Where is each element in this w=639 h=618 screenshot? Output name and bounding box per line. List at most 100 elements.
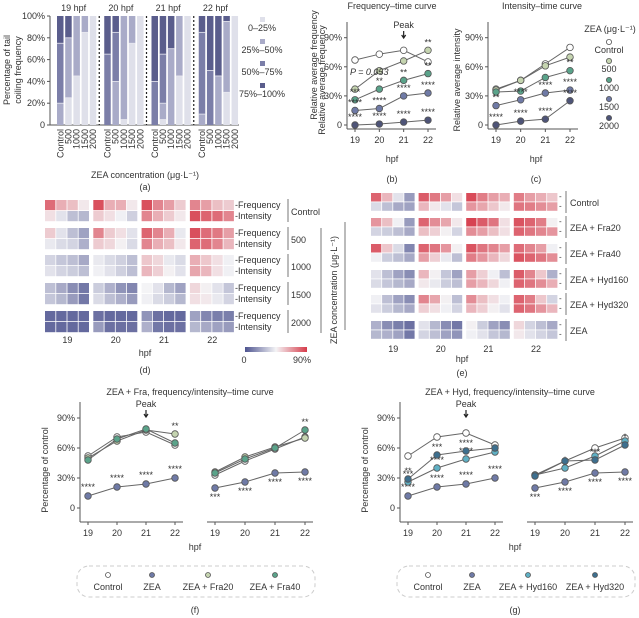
heatmap-cell [115, 311, 127, 322]
data-point [561, 457, 569, 465]
significance-stars: **** [110, 473, 125, 483]
heatmap-cell [547, 330, 558, 339]
heatmap-cell [488, 295, 499, 304]
heatmap-cell [141, 228, 152, 239]
heatmap-cell [499, 227, 510, 236]
heatmap-cell [223, 283, 234, 294]
heatmap-cell [175, 266, 186, 277]
bar-segment [73, 75, 80, 125]
bar-segment [65, 97, 72, 125]
data-point [516, 76, 525, 85]
heatmap-cell [141, 311, 152, 322]
row-tick: - [559, 217, 562, 226]
row-tick: - [559, 294, 562, 303]
x-tick-label: 1000 [72, 129, 82, 149]
heatmap-cell [56, 283, 67, 294]
data-point [541, 62, 550, 70]
group-label: ZEA [570, 326, 588, 336]
heatmap-cell [451, 330, 463, 339]
heatmap-cell [477, 202, 488, 211]
heatmap-cell [499, 295, 510, 304]
heatmap-cell [189, 266, 201, 277]
row-label: -Frequency [235, 228, 281, 238]
heatmap-cell [78, 311, 89, 322]
heatmap-cell [93, 255, 104, 266]
heatmap-cell [393, 304, 404, 313]
legend-label: ZEA + Fra20 [183, 582, 234, 592]
heatmap-cell [488, 253, 499, 262]
data-point [351, 96, 359, 104]
heatmap-cell [429, 304, 440, 313]
group-label: 19 hpf [61, 3, 87, 13]
significance-stars: **** [421, 107, 436, 117]
data-point [142, 480, 150, 488]
peak-annotation: Peak [136, 399, 157, 409]
heatmap-cell [513, 253, 525, 262]
significance-stars: **** [430, 473, 445, 483]
heatmap-cell [115, 294, 127, 305]
significance-stars: **** [168, 464, 183, 474]
heatmap-cell [547, 218, 558, 227]
data-point [404, 452, 412, 460]
heatmap-cell [488, 227, 499, 236]
heatmap-cell [45, 283, 56, 294]
group-label: ZEA + Hyd160 [570, 275, 628, 285]
heatmap-cell [223, 322, 234, 333]
data-point [399, 76, 408, 85]
x-tick-label: 21 [590, 528, 600, 538]
series-line [354, 73, 429, 101]
series-line [214, 437, 306, 473]
significance-stars: **** [372, 111, 387, 121]
heatmap-cell [164, 228, 175, 239]
data-point [591, 444, 599, 452]
heatmap-cell [429, 227, 440, 236]
heatmap-cell [115, 239, 127, 250]
data-point [566, 43, 574, 52]
row-tick: - [559, 329, 562, 338]
y-tick-label: 20% [27, 98, 45, 108]
heatmap-cell [440, 227, 452, 236]
legend-swatch [260, 83, 265, 88]
bar-segment [206, 70, 214, 125]
heatmap-cell [451, 321, 463, 330]
heatmap-cell [152, 228, 164, 239]
heatmap-cell [78, 255, 89, 266]
heatmap-cell [78, 294, 89, 305]
heatmap-cell [152, 255, 164, 266]
heatmap-cell [536, 244, 547, 253]
bar-segment [198, 32, 206, 115]
significance-stars: *** [210, 492, 221, 502]
legend-swatch [260, 39, 265, 44]
heatmap-cell [440, 304, 452, 313]
x-tick-label: Control [103, 129, 113, 158]
y-axis-label: Percentage of control [360, 427, 370, 513]
heatmap-cell [429, 202, 440, 211]
data-point [351, 121, 359, 129]
y-tick-label: 30% [57, 473, 75, 483]
row-label: -Intensity [235, 322, 272, 332]
significance-stars: **** [489, 112, 504, 122]
heatmap-cell [404, 227, 415, 236]
heatmap-cell [440, 330, 452, 339]
group-label: Control [291, 207, 320, 217]
heatmap-cell [513, 244, 525, 253]
bar-segment [176, 16, 183, 76]
series-line [495, 46, 571, 90]
significance-stars: **** [459, 470, 474, 480]
heatmap-cell [223, 266, 234, 277]
x-tick-label: 21 [270, 528, 280, 538]
data-point [492, 121, 500, 129]
heatmap-cell [488, 218, 499, 227]
heatmap-cell [45, 311, 56, 322]
heatmap-cell [175, 211, 186, 222]
heatmap-cell [451, 227, 463, 236]
heatmap-cell [466, 253, 477, 262]
heatmap-cell [382, 330, 393, 339]
side-axis-label: ZEA concentration (μg·L⁻¹) [329, 236, 339, 344]
heatmap-cell [115, 200, 127, 211]
heatmap-cell [152, 294, 164, 305]
heatmap-cell [499, 244, 510, 253]
x-tick-label: 22 [620, 528, 630, 538]
data-point [424, 89, 432, 97]
chart-title: ZEA + Hyd, frequency/intensity–time curv… [425, 387, 595, 397]
